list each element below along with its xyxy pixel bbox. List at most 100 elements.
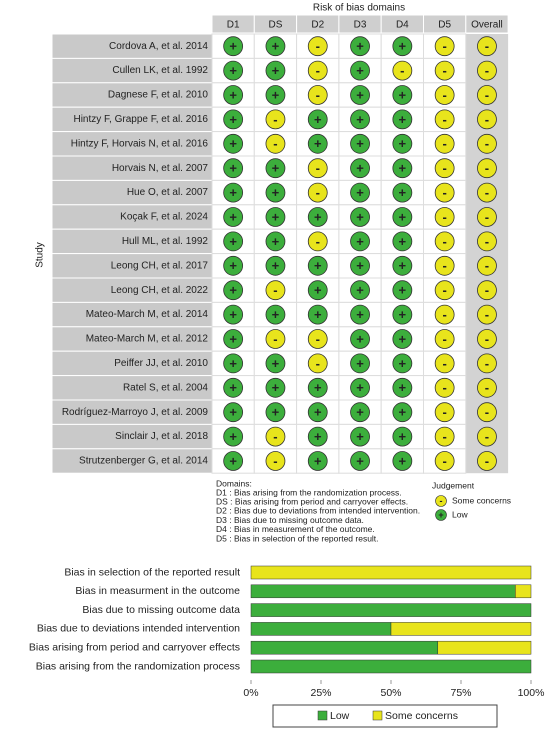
judgement-circle xyxy=(350,60,370,81)
legend-circle xyxy=(435,495,447,507)
judgement-circle xyxy=(350,402,370,423)
domain-header: Overall xyxy=(471,20,503,31)
judgement-circle xyxy=(265,182,286,203)
domain-note: D4 : Bias in measurement of the outcome. xyxy=(216,524,375,534)
category-label: Bias arising from period and carryover e… xyxy=(29,641,240,653)
judgement-symbol: - xyxy=(485,405,489,420)
judgement-symbol: + xyxy=(314,136,322,151)
overall-column xyxy=(465,34,509,474)
judgement-symbol: + xyxy=(229,307,237,322)
judgement-symbol: + xyxy=(314,209,322,224)
judgement-circle xyxy=(392,85,413,105)
judgement-symbol: - xyxy=(485,39,489,54)
judgement-circle xyxy=(265,255,286,276)
judgement-circle xyxy=(434,377,455,398)
judgement-symbol: - xyxy=(442,185,446,200)
judgement-symbol: - xyxy=(485,63,489,78)
judgement-circle xyxy=(265,109,286,130)
judgement-circle xyxy=(392,280,413,301)
judgement-symbol: - xyxy=(316,63,320,78)
judgement-symbol: - xyxy=(442,331,446,346)
category-label: Bias in selection of the reported result xyxy=(64,566,240,578)
judgement-circle xyxy=(265,158,286,179)
judgement-circle xyxy=(392,402,413,423)
judgement-symbol: + xyxy=(356,283,364,298)
judgement-symbol: + xyxy=(229,136,237,151)
judgement-symbol: + xyxy=(272,87,280,102)
judgement-circle xyxy=(477,133,497,154)
judgement-circle xyxy=(434,231,455,252)
study-cell xyxy=(51,326,213,352)
x-tick-label: 50% xyxy=(380,687,401,699)
judgement-symbol: - xyxy=(485,283,489,298)
judgement-circle xyxy=(223,280,244,301)
judgement-symbol: + xyxy=(229,258,237,273)
judgement-circle xyxy=(477,353,497,374)
judgement-circle xyxy=(350,451,370,471)
bar-segment xyxy=(390,622,532,636)
judgement-symbol: - xyxy=(316,234,320,249)
judgement-circle xyxy=(265,231,286,252)
judgement-circle xyxy=(307,207,328,227)
judgement-symbol: - xyxy=(442,63,446,78)
judgement-symbol: + xyxy=(356,453,364,468)
judgement-circle xyxy=(307,402,328,423)
domain-note: D3 : Bias due to missing outcome data. xyxy=(216,515,364,525)
judgement-symbol: - xyxy=(442,453,446,468)
judgement-symbol: + xyxy=(229,356,237,371)
judgement-circle xyxy=(307,182,328,203)
judgement-symbol: + xyxy=(272,209,280,224)
bar-segment xyxy=(250,622,392,636)
judgement-circle xyxy=(434,426,455,447)
legend-swatch xyxy=(317,710,328,721)
judgement-symbol: + xyxy=(229,161,237,176)
judgement-circle xyxy=(350,426,370,447)
judgement-symbol: + xyxy=(356,161,364,176)
judgement-circle xyxy=(477,60,497,81)
legend-title: Judgement xyxy=(432,480,475,490)
judgement-symbol: - xyxy=(485,307,489,322)
judgement-circle xyxy=(392,329,413,349)
judgement-symbol: + xyxy=(356,429,364,444)
judgement-circle xyxy=(265,304,286,325)
judgement-symbol: - xyxy=(316,185,320,200)
judgement-symbol: - xyxy=(442,405,446,420)
judgement-circle xyxy=(350,304,370,325)
judgement-symbol: + xyxy=(356,112,364,127)
judgement-circle xyxy=(307,451,328,471)
study-cell xyxy=(51,375,213,401)
judgement-symbol: + xyxy=(229,87,237,102)
study-cell xyxy=(51,350,213,377)
judgement-circle xyxy=(434,402,455,423)
x-tick-label: 100% xyxy=(518,687,545,699)
judgement-circle xyxy=(265,353,286,374)
judgement-circle xyxy=(350,109,370,130)
judgement-circle xyxy=(307,426,328,447)
judgement-symbol: - xyxy=(485,209,489,224)
judgement-symbol: - xyxy=(273,331,277,346)
judgement-circle xyxy=(350,255,370,276)
judgement-symbol: - xyxy=(485,87,489,102)
judgement-symbol: + xyxy=(272,258,280,273)
judgement-symbol: + xyxy=(356,356,364,371)
judgement-circle xyxy=(265,402,286,423)
judgement-circle xyxy=(350,207,370,227)
judgement-symbol: - xyxy=(485,112,489,127)
legend-symbol: - xyxy=(440,496,443,506)
judgement-circle xyxy=(350,182,370,203)
judgement-circle xyxy=(392,60,413,81)
judgement-circle xyxy=(434,109,455,130)
judgement-circle xyxy=(265,85,286,105)
judgement-symbol: + xyxy=(399,161,407,176)
judgement-symbol: - xyxy=(485,136,489,151)
legend-label: Some concerns xyxy=(385,710,458,722)
domains-title: Domains: xyxy=(216,478,252,488)
judgement-symbol: + xyxy=(356,307,364,322)
domain-header-cell xyxy=(465,14,509,34)
judgement-symbol: + xyxy=(356,258,364,273)
study-cell xyxy=(51,253,213,279)
judgement-symbol: - xyxy=(273,283,277,298)
bar-segment xyxy=(250,640,439,655)
judgement-symbol: - xyxy=(442,136,446,151)
domain-note: DS : Bias arising from period and carryo… xyxy=(216,496,408,506)
